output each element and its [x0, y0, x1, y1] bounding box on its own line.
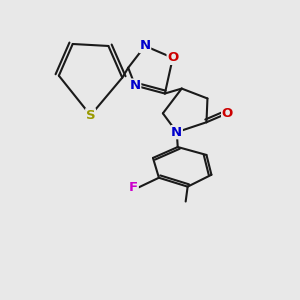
Text: N: N	[130, 79, 141, 92]
Text: O: O	[222, 107, 233, 120]
Text: O: O	[167, 51, 178, 64]
Text: S: S	[86, 109, 95, 122]
Text: N: N	[140, 40, 151, 52]
Text: F: F	[129, 181, 138, 194]
Text: N: N	[171, 126, 182, 139]
